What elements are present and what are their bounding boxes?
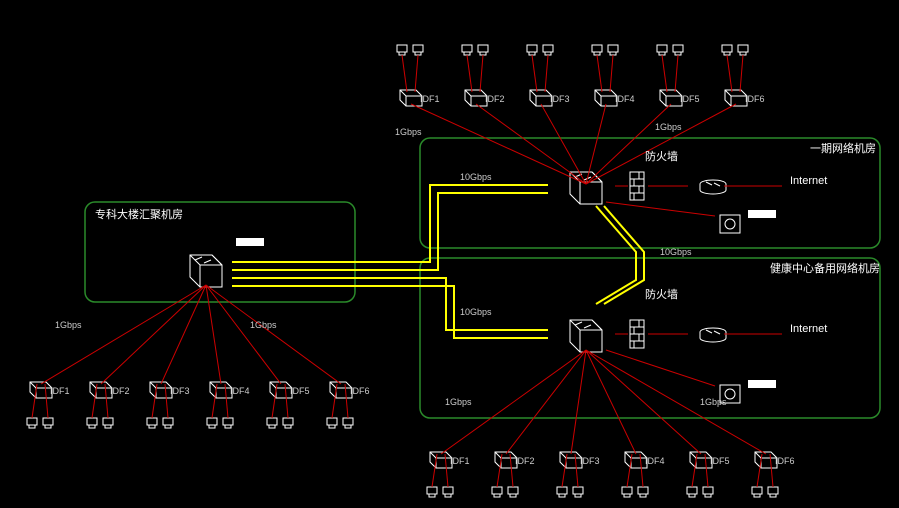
svg-text:防火墙: 防火墙 (645, 287, 678, 301)
access-switch-icon (755, 452, 777, 468)
access-switch-icon (495, 452, 517, 468)
link-speed-label: 1Gbps (700, 397, 727, 407)
access-switch-icon (150, 382, 172, 398)
svg-text:IDF1: IDF1 (50, 386, 70, 396)
internet-label: Internet (790, 175, 827, 187)
link-speed-label: 10Gbps (460, 172, 492, 182)
svg-text:IDF6: IDF6 (775, 456, 795, 466)
access-switch-icon (30, 382, 52, 398)
blank-label (236, 238, 264, 246)
blank-label (748, 380, 776, 388)
access-switch-icon (465, 90, 487, 106)
svg-text:IDF4: IDF4 (645, 456, 665, 466)
svg-text:IDF6: IDF6 (350, 386, 370, 396)
access-switch-icon (430, 452, 452, 468)
link-speed-label: 10Gbps (660, 247, 692, 257)
access-switch-icon (530, 90, 552, 106)
svg-text:IDF3: IDF3 (550, 94, 570, 104)
link-speed-label: 1Gbps (55, 320, 82, 330)
svg-text:IDF5: IDF5 (710, 456, 730, 466)
svg-text:IDF5: IDF5 (290, 386, 310, 396)
access-switch-icon (625, 452, 647, 468)
svg-text:IDF1: IDF1 (450, 456, 470, 466)
svg-text:IDF4: IDF4 (615, 94, 635, 104)
access-switch-icon (560, 452, 582, 468)
access-switch-icon (210, 382, 232, 398)
svg-text:IDF1: IDF1 (420, 94, 440, 104)
room-label-bottom: 健康中心备用网络机房 (770, 261, 880, 275)
svg-text:IDF3: IDF3 (170, 386, 190, 396)
access-switch-icon (660, 90, 682, 106)
access-switch-icon (90, 382, 112, 398)
svg-text:IDF4: IDF4 (230, 386, 250, 396)
svg-text:IDF2: IDF2 (515, 456, 535, 466)
svg-text:IDF2: IDF2 (110, 386, 130, 396)
svg-text:IDF5: IDF5 (680, 94, 700, 104)
room-label-left: 专科大楼汇聚机房 (95, 207, 183, 221)
svg-text:防火墙: 防火墙 (645, 149, 678, 163)
link-speed-label: 1Gbps (250, 320, 277, 330)
room-label-top: 一期网络机房 (810, 141, 876, 155)
core-switch-icon (570, 320, 602, 352)
access-switch-icon (330, 382, 352, 398)
access-switch-icon (400, 90, 422, 106)
firewall-icon (630, 172, 644, 200)
access-switch-icon (690, 452, 712, 468)
svg-text:IDF3: IDF3 (580, 456, 600, 466)
router-icon (700, 328, 726, 342)
link-speed-label: 10Gbps (460, 307, 492, 317)
access-switch-icon (270, 382, 292, 398)
blank-label (748, 210, 776, 218)
internet-label: Internet (790, 323, 827, 335)
server-icon (720, 215, 740, 233)
link-speed-label: 1Gbps (445, 397, 472, 407)
access-switch-icon (595, 90, 617, 106)
link-speed-label: 1Gbps (655, 122, 682, 132)
firewall-icon (630, 320, 644, 348)
access-switch-icon (725, 90, 747, 106)
router-icon (700, 180, 726, 194)
core-switch-icon (570, 172, 602, 204)
link-speed-label: 1Gbps (395, 127, 422, 137)
svg-text:IDF6: IDF6 (745, 94, 765, 104)
svg-text:IDF2: IDF2 (485, 94, 505, 104)
core-switch-icon (190, 255, 222, 287)
